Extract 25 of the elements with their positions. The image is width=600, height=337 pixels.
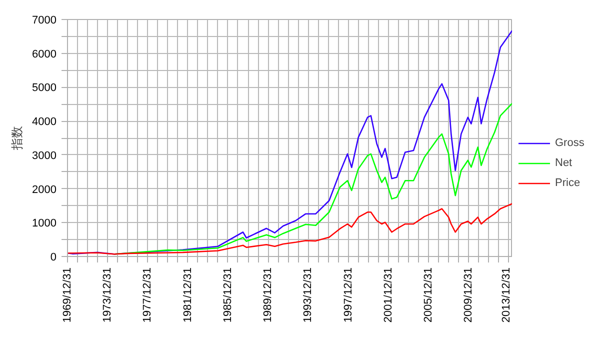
line-series [68,203,512,255]
y-tick-label: 0 [50,252,57,264]
y-axis-title: 指数 [10,126,24,151]
x-tick-label: 2001/12/31 [382,267,394,323]
x-tick-label: 1997/12/31 [342,267,354,323]
y-tick-label: 2000 [32,184,57,196]
x-tick-label: 1989/12/31 [262,267,274,323]
y-tick-label: 3000 [32,150,57,162]
x-tick-label: 2013/12/31 [500,267,512,323]
x-tick-label: 1969/12/31 [62,267,74,323]
legend-label: Gross [555,137,584,149]
legend-label: Price [555,177,580,189]
y-tick-label: 4000 [32,116,57,128]
x-tick-label: 1977/12/31 [142,267,154,323]
legend-label: Net [555,157,574,169]
x-tick-label: 1981/12/31 [182,267,194,323]
y-tick-label: 5000 [32,82,57,94]
y-tick-label: 1000 [32,218,57,230]
x-tick-label: 1973/12/31 [102,267,114,323]
y-tick-label: 6000 [32,48,57,60]
x-tick-label: 2005/12/31 [422,267,435,323]
x-tick-label: 1985/12/31 [222,267,234,323]
x-tick-label: 2009/12/31 [462,267,475,323]
x-tick-label: 1993/12/31 [302,267,314,323]
y-tick-label: 7000 [32,14,57,26]
